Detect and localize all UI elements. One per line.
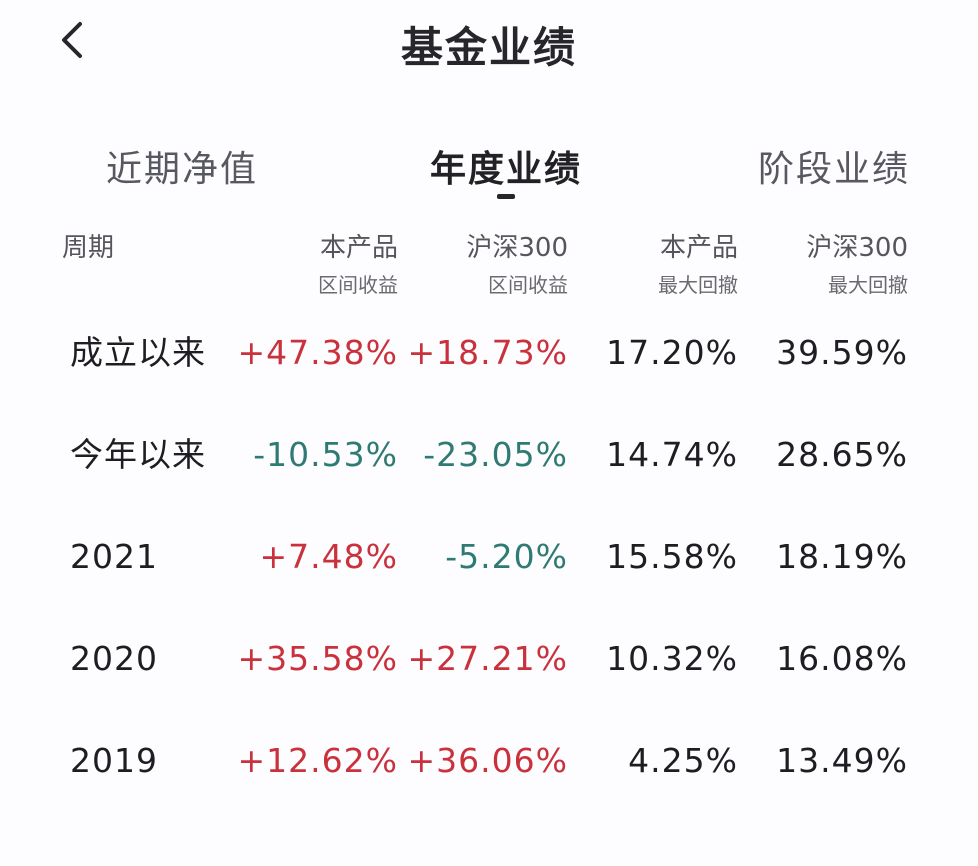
index-drawdown-cell: 16.08% bbox=[776, 639, 908, 678]
column-header-product-return: 本产品 区间收益 bbox=[318, 228, 398, 302]
index-return-cell: +18.73% bbox=[407, 333, 568, 372]
index-return-cell: +27.21% bbox=[407, 639, 568, 678]
column-header-product-drawdown: 本产品 最大回撤 bbox=[658, 228, 738, 302]
index-return-cell: -5.20% bbox=[445, 537, 568, 576]
period-cell: 2021 bbox=[70, 537, 158, 576]
column-header-label: 沪深300 bbox=[466, 233, 568, 263]
product-return-cell: +35.58% bbox=[237, 639, 398, 678]
period-cell: 今年以来 bbox=[70, 435, 206, 474]
product-drawdown-cell: 10.32% bbox=[606, 639, 738, 678]
product-drawdown-cell: 15.58% bbox=[606, 537, 738, 576]
product-drawdown-cell: 17.20% bbox=[606, 333, 738, 372]
column-header-sublabel: 最大回撤 bbox=[658, 273, 738, 297]
index-drawdown-cell: 13.49% bbox=[776, 741, 908, 780]
active-tab-indicator bbox=[497, 194, 515, 199]
column-header-period: 周期 bbox=[62, 228, 114, 268]
product-return-cell: -10.53% bbox=[253, 435, 398, 474]
product-drawdown-cell: 4.25% bbox=[628, 741, 738, 780]
column-header-index-drawdown: 沪深300 最大回撤 bbox=[806, 228, 908, 302]
tab-annual-performance[interactable]: 年度业绩 bbox=[430, 149, 583, 190]
tab-recent-nav[interactable]: 近期净值 bbox=[106, 149, 259, 190]
table-row: 2021 +7.48% -5.20% 15.58% 18.19% bbox=[0, 527, 978, 587]
table-row: 2019 +12.62% +36.06% 4.25% 13.49% bbox=[0, 731, 978, 791]
column-header-label: 本产品 bbox=[319, 233, 398, 263]
back-button[interactable] bbox=[52, 16, 96, 64]
table-row: 2020 +35.58% +27.21% 10.32% 16.08% bbox=[0, 629, 978, 689]
table-row: 今年以来 -10.53% -23.05% 14.74% 28.65% bbox=[0, 425, 978, 485]
tab-bar: 近期净值 年度业绩 阶段业绩 bbox=[0, 140, 978, 204]
column-header-label: 周期 bbox=[62, 233, 115, 263]
column-header-sublabel: 区间收益 bbox=[318, 273, 398, 297]
table-row: 成立以来 +47.38% +18.73% 17.20% 39.59% bbox=[0, 323, 978, 383]
chevron-left-icon bbox=[62, 22, 82, 58]
product-return-cell: +47.38% bbox=[237, 333, 398, 372]
product-return-cell: +7.48% bbox=[259, 537, 398, 576]
product-return-cell: +12.62% bbox=[237, 741, 398, 780]
column-header-sublabel: 区间收益 bbox=[488, 273, 568, 297]
index-drawdown-cell: 18.19% bbox=[776, 537, 908, 576]
column-header-label: 沪深300 bbox=[806, 233, 908, 263]
index-drawdown-cell: 28.65% bbox=[776, 435, 908, 474]
period-cell: 2020 bbox=[70, 639, 158, 678]
index-return-cell: -23.05% bbox=[423, 435, 568, 474]
column-header-index-return: 沪深300 区间收益 bbox=[466, 228, 568, 302]
column-header-label: 本产品 bbox=[659, 233, 738, 263]
product-drawdown-cell: 14.74% bbox=[606, 435, 738, 474]
period-cell: 2019 bbox=[70, 741, 158, 780]
header: 基金业绩 bbox=[0, 0, 978, 90]
column-header-sublabel: 最大回撤 bbox=[828, 273, 908, 297]
index-drawdown-cell: 39.59% bbox=[776, 333, 908, 372]
tab-stage-performance[interactable]: 阶段业绩 bbox=[758, 149, 911, 190]
page-title: 基金业绩 bbox=[400, 23, 577, 72]
period-cell: 成立以来 bbox=[70, 333, 206, 372]
index-return-cell: +36.06% bbox=[407, 741, 568, 780]
